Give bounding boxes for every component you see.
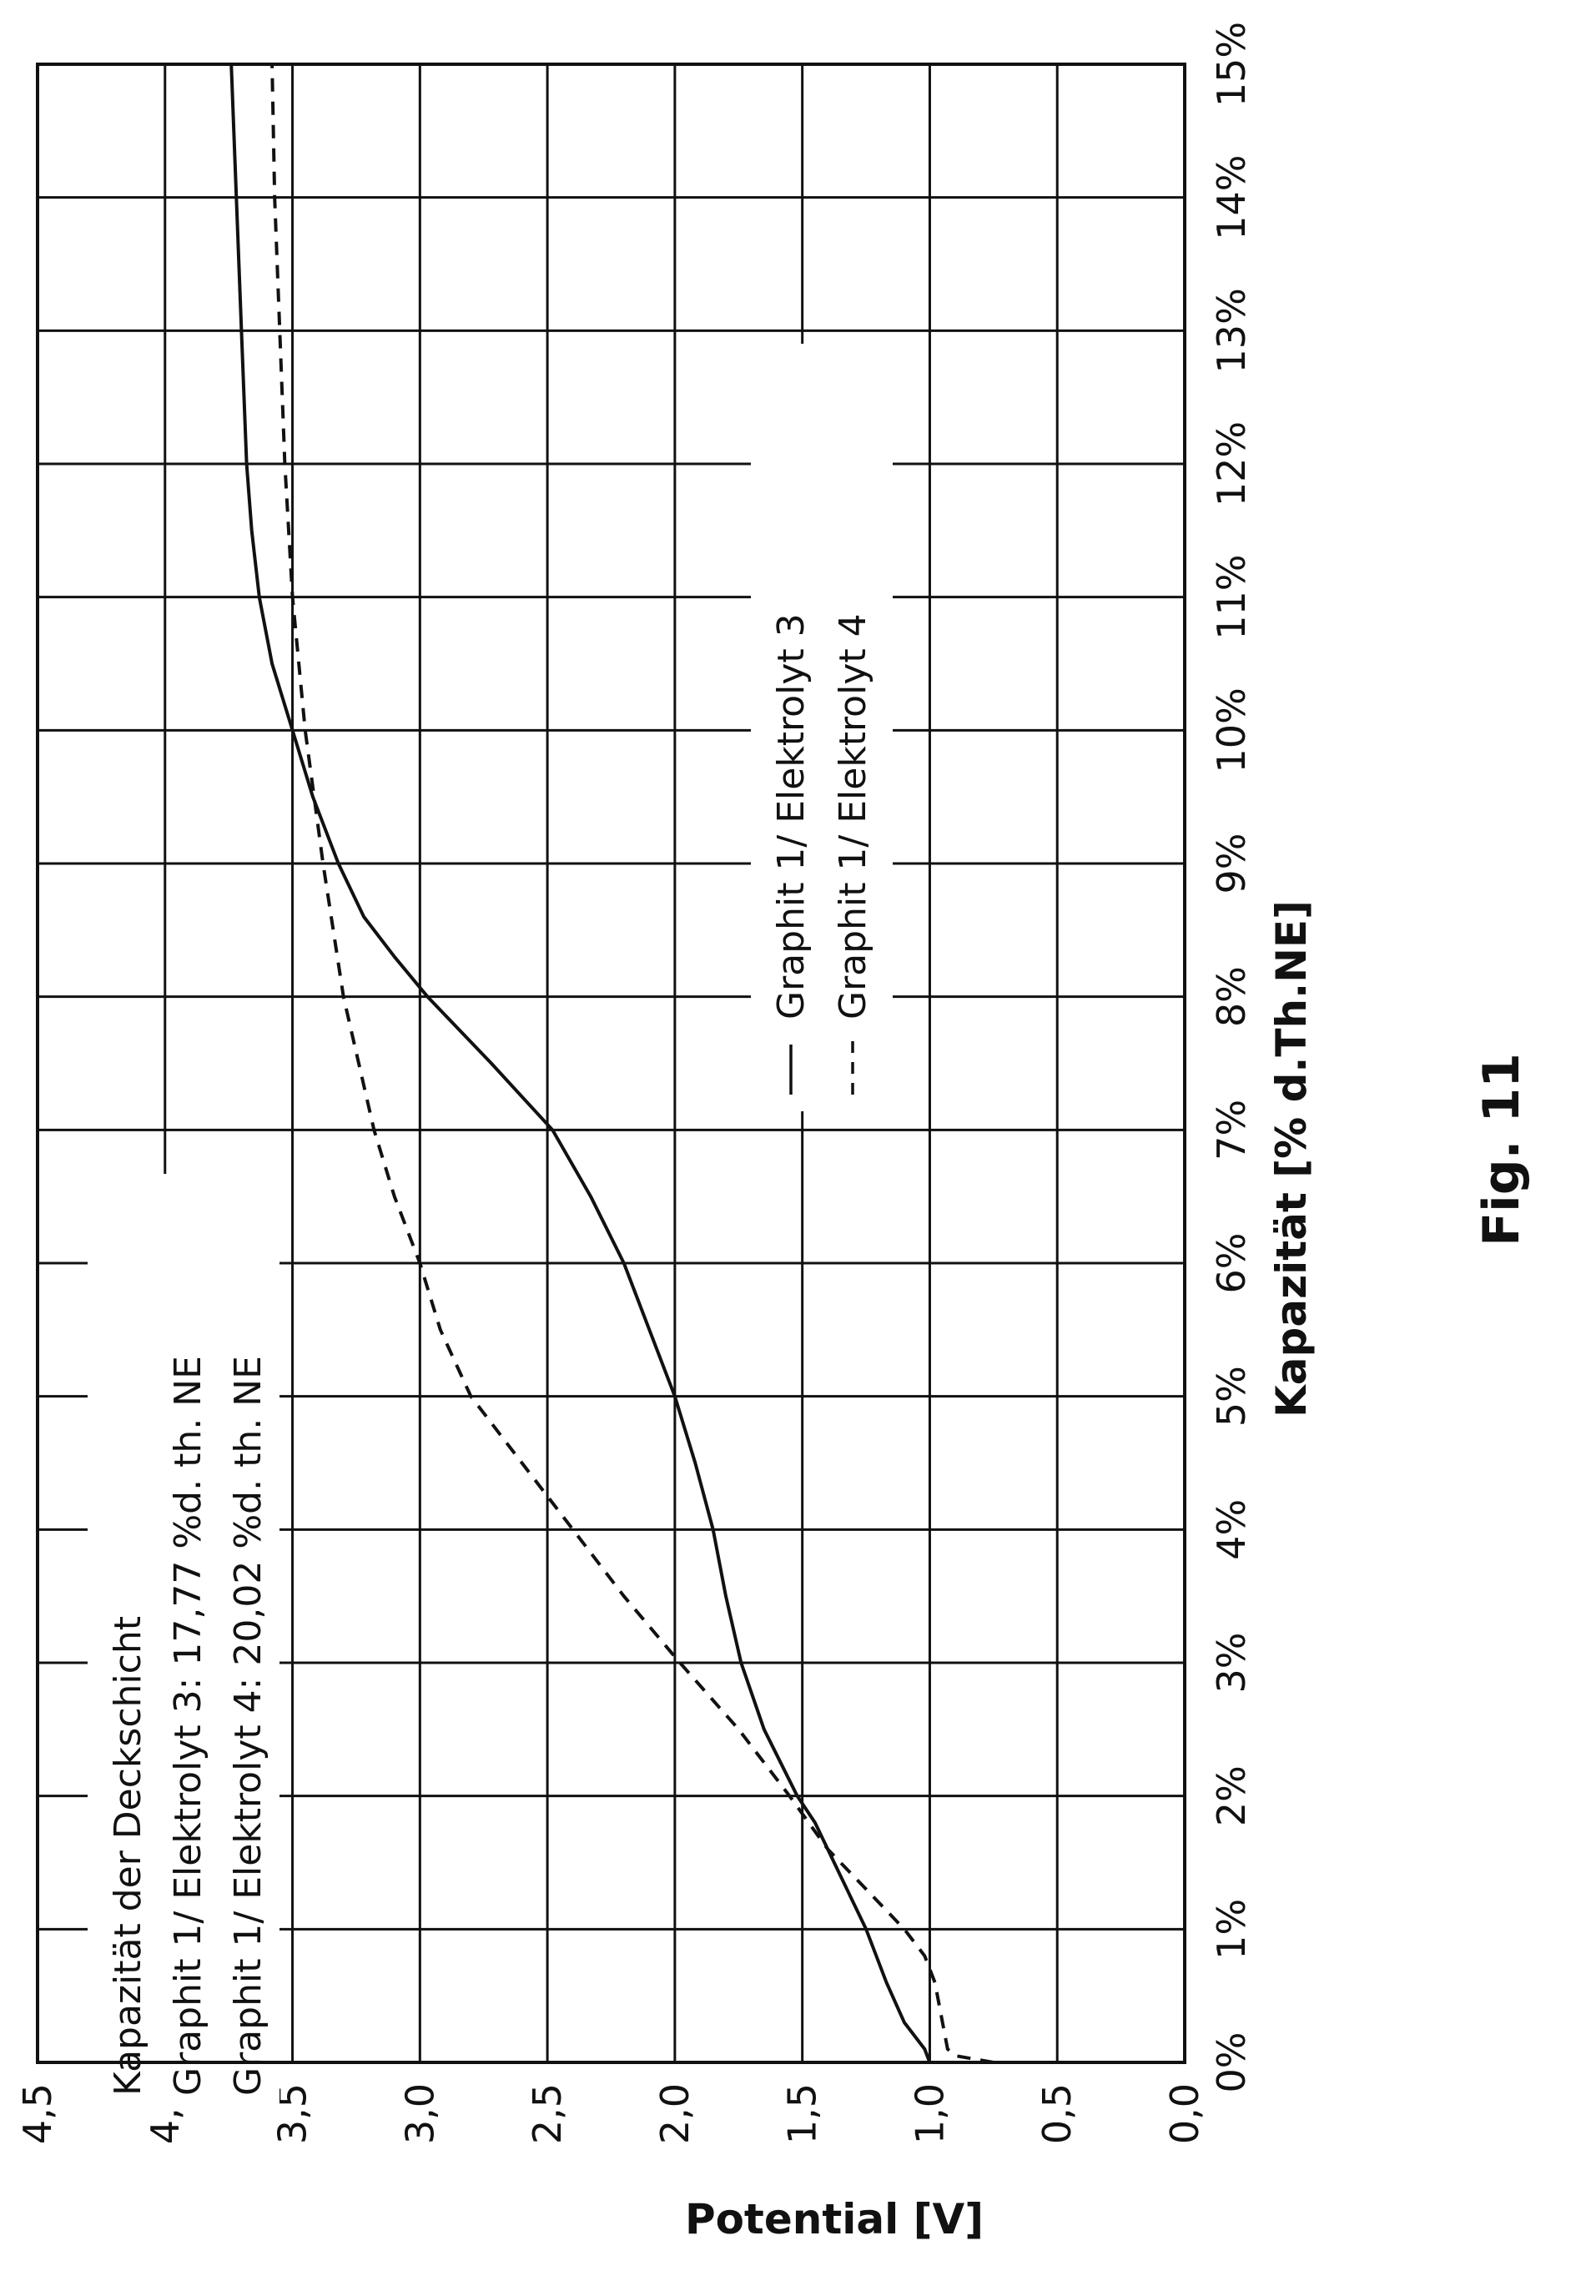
x-tick-label: 0%	[1209, 2032, 1254, 2093]
x-tick-label: 11%	[1209, 555, 1254, 640]
y-tick-label: 2,5	[525, 2083, 570, 2144]
annotation-box: Kapazität der Deckschicht Graphit 1/ Ele…	[88, 1174, 279, 2108]
annotation-line-1: Kapazität der Deckschicht	[107, 1616, 149, 2096]
x-tick-label: 12%	[1209, 421, 1254, 506]
x-axis-title: Kapazität [% d.Th.NE]	[1267, 900, 1316, 1417]
legend: Graphit 1/ Elektrolyt 3 Graphit 1/ Elekt…	[751, 344, 893, 1111]
y-tick-label: 1,0	[907, 2083, 952, 2144]
x-tick-label: 13%	[1209, 288, 1254, 373]
annotation-line-2: Graphit 1/ Elektrolyt 3: 17,77 %d. th. N…	[167, 1356, 209, 2096]
y-axis-title: Potential [V]	[685, 2195, 984, 2243]
y-tick-label: 3,0	[397, 2083, 442, 2144]
y-tick-label: 4,5	[15, 2083, 60, 2144]
legend-label-series-2: Graphit 1/ Elektrolyt 4	[832, 613, 874, 1020]
x-tick-label: 7%	[1209, 1100, 1254, 1161]
x-tick-label: 2%	[1209, 1765, 1254, 1826]
legend-label-series-1: Graphit 1/ Elektrolyt 3	[770, 613, 813, 1020]
x-tick-label: 3%	[1209, 1633, 1254, 1694]
x-tick-label: 4%	[1209, 1499, 1254, 1560]
x-tick-label: 14%	[1209, 155, 1254, 240]
annotation-line-3: Graphit 1/ Elektrolyt 4: 20,02 %d. th. N…	[227, 1356, 269, 2096]
x-tick-label: 10%	[1209, 687, 1254, 773]
x-tick-label: 1%	[1209, 1899, 1254, 1960]
x-tick-label: 6%	[1209, 1233, 1254, 1294]
y-tick-label: 0,5	[1035, 2083, 1080, 2144]
x-tick-label: 15%	[1209, 22, 1254, 107]
x-tick-label: 9%	[1209, 833, 1254, 894]
figure-label: Fig. 11	[1473, 1053, 1531, 1246]
y-tick-label: 2,0	[652, 2083, 697, 2144]
x-tick-label: 8%	[1209, 966, 1254, 1027]
y-tick-label: 0,0	[1162, 2083, 1207, 2144]
y-tick-label: 1,5	[780, 2083, 825, 2144]
x-tick-label: 5%	[1209, 1366, 1254, 1427]
